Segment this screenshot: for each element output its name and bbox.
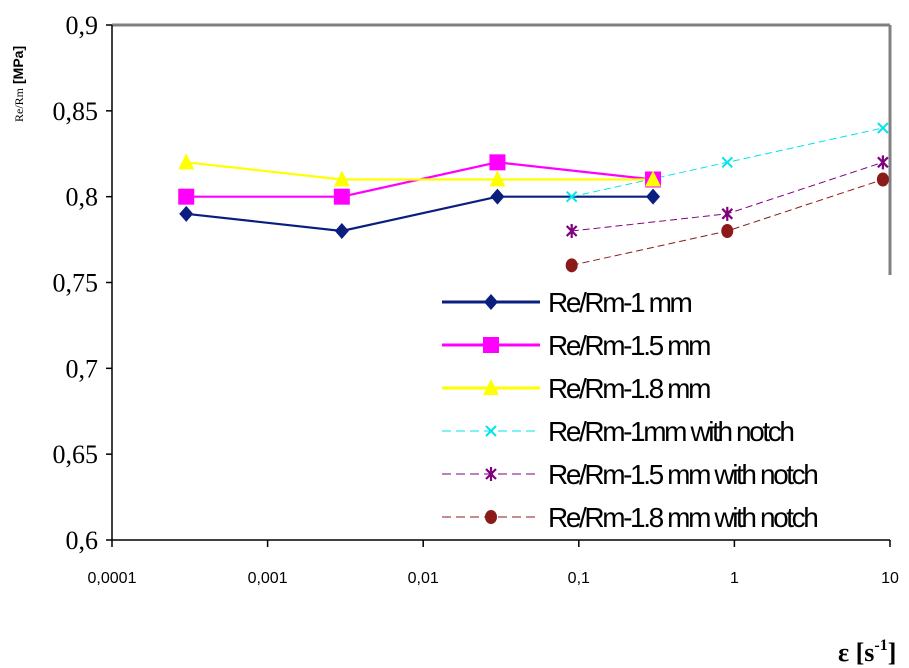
data-point bbox=[721, 206, 734, 221]
data-point bbox=[645, 170, 662, 187]
legend-item: Re/Rm-1 mm bbox=[442, 287, 694, 318]
legend-marker bbox=[483, 379, 499, 395]
x-tick-label: 0,1 bbox=[568, 570, 590, 587]
data-point bbox=[646, 188, 661, 205]
data-point bbox=[178, 188, 195, 205]
legend-label: Re/Rm-1.8 mm bbox=[548, 373, 710, 404]
legend-marker bbox=[485, 467, 497, 481]
x-axis-label-main: ε [s bbox=[838, 638, 874, 667]
series-markers bbox=[178, 122, 889, 273]
x-tick-label: 10 bbox=[881, 570, 899, 587]
data-point bbox=[877, 122, 889, 134]
data-point bbox=[877, 155, 889, 170]
legend-item: Re/Rm-1mm with notch bbox=[442, 416, 796, 447]
x-tick-label: 0,001 bbox=[248, 570, 288, 587]
legend-label: Re/Rm-1.5 mm with notch bbox=[548, 459, 817, 490]
y-tick-label: 0,8 bbox=[66, 183, 99, 212]
legend-label: Re/Rm-1mm with notch bbox=[548, 416, 793, 447]
legend-item: Re/Rm-1.8 mm bbox=[442, 373, 712, 404]
legend-marker bbox=[484, 294, 498, 310]
data-point bbox=[333, 170, 350, 187]
y-axis-label: Re/Rm [MPa] bbox=[10, 46, 26, 122]
legend-box bbox=[420, 276, 890, 538]
legend-label: Re/Rm-1 mm bbox=[548, 287, 692, 318]
y-axis-label-unit: [MPa] bbox=[10, 46, 26, 84]
series-lines bbox=[186, 127, 884, 266]
series-line bbox=[186, 195, 653, 233]
y-tick-label: 0,9 bbox=[66, 11, 99, 40]
x-axis-label-sup: -1 bbox=[874, 637, 887, 654]
data-point bbox=[178, 153, 195, 170]
y-ticks: 0,6 0,65 0,7 0,75 0,8 0,85 0,9 bbox=[53, 11, 112, 555]
data-point bbox=[721, 224, 734, 238]
data-point bbox=[179, 205, 194, 222]
x-tick-label: 0,0001 bbox=[88, 570, 137, 587]
legend-marker bbox=[483, 337, 499, 353]
x-tick-label: 0,01 bbox=[408, 570, 439, 587]
legend-marker bbox=[485, 425, 497, 437]
data-point bbox=[489, 154, 506, 171]
data-point bbox=[565, 258, 578, 273]
y-axis-label-main: Re/Rm bbox=[12, 87, 26, 122]
y-tick-label: 0,7 bbox=[66, 354, 99, 383]
legend-marker bbox=[485, 510, 497, 524]
data-point bbox=[876, 172, 889, 187]
y-tick-label: 0,65 bbox=[53, 440, 99, 469]
y-tick-label: 0,75 bbox=[53, 269, 99, 298]
series-line bbox=[186, 161, 653, 181]
x-tick-label: 1 bbox=[730, 570, 739, 587]
x-ticks: 0,0001 0,001 0,01 0,1 1 10 bbox=[88, 540, 899, 587]
legend-item: Re/Rm-1.5 mm with notch bbox=[442, 459, 820, 490]
data-point bbox=[721, 156, 733, 169]
legend-label: Re/Rm-1.5 mm bbox=[548, 330, 710, 361]
legend-label: Re/Rm-1.8 mm with notch bbox=[548, 502, 817, 533]
x-axis-label-close: ] bbox=[888, 638, 897, 667]
legend-item: Re/Rm-1.8 mm with notch bbox=[442, 502, 820, 533]
data-point bbox=[565, 224, 578, 238]
y-tick-label: 0,6 bbox=[66, 526, 99, 555]
legend-item: Re/Rm-1.5 mm bbox=[442, 330, 712, 361]
data-point bbox=[489, 170, 506, 187]
data-point bbox=[565, 190, 578, 203]
x-axis-label: ε [s-1] bbox=[838, 637, 896, 667]
legend: Re/Rm-1 mm Re/Rm-1.5 mm Re/Rm-1.8 mm Re/Rm-… bbox=[442, 287, 820, 533]
data-point bbox=[490, 188, 505, 205]
data-point bbox=[334, 223, 349, 239]
data-point bbox=[333, 188, 350, 205]
y-tick-label: 0,85 bbox=[53, 97, 99, 126]
series-line bbox=[571, 179, 884, 266]
